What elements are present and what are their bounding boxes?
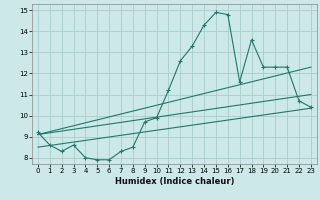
X-axis label: Humidex (Indice chaleur): Humidex (Indice chaleur) — [115, 177, 234, 186]
